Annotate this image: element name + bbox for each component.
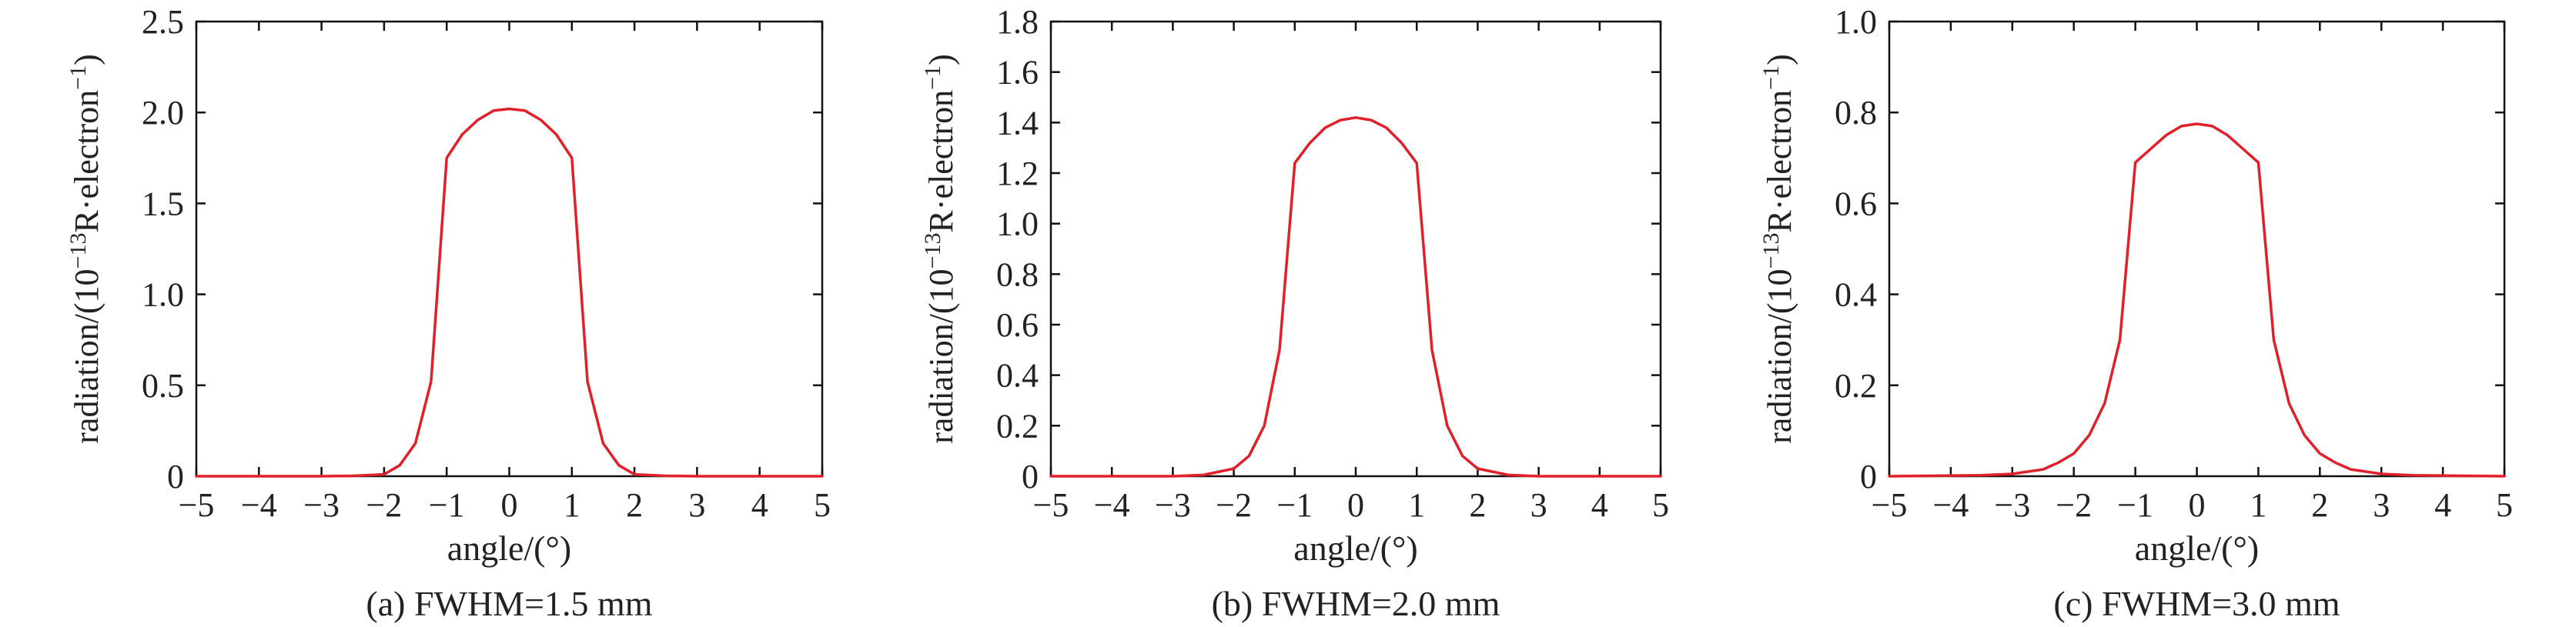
x-tick-label: 1 — [1408, 486, 1425, 524]
y-tick-label: 0.8 — [1835, 94, 1877, 132]
y-tick-label: 1.0 — [1835, 3, 1877, 41]
x-tick-label: 0 — [2189, 486, 2206, 524]
y-axis-label-part: −1 — [920, 65, 945, 90]
x-tick-label: −3 — [1155, 486, 1191, 524]
x-tick-label: 3 — [688, 486, 705, 524]
y-tick-label: 0.4 — [1835, 276, 1877, 314]
chart-panel-c: −5 −4 −3 −2 −1 0 1 2 3 4 5 0 0.2 0.4 0.6 0.8 1.0 angle/(°… — [1758, 3, 2513, 623]
y-axis-label-part: radiation/(10 — [922, 268, 960, 443]
y-axis-label: radiation/(10−13R·electron−1) — [1758, 54, 1798, 443]
y-axis-label-part: −13 — [920, 233, 945, 269]
x-tick-label: −2 — [366, 486, 402, 524]
series-line — [195, 107, 824, 478]
y-tick-label: 1.8 — [996, 3, 1039, 41]
plot-frame — [1049, 20, 1662, 478]
x-tick-label: −2 — [1216, 486, 1252, 524]
series-line — [1049, 116, 1662, 478]
y-tick-label: 0.2 — [996, 407, 1039, 445]
y-tick-label: 1.6 — [996, 54, 1039, 92]
x-tick-label: 2 — [626, 486, 643, 524]
x-tick-label: 3 — [2373, 486, 2390, 524]
x-tick-label: 5 — [814, 486, 831, 524]
y-tick-label: 0.2 — [1835, 367, 1877, 405]
x-tick-label: −1 — [2117, 486, 2153, 524]
y-axis-label-part: radiation/(10 — [1761, 268, 1798, 443]
y-tick-label: 1.4 — [996, 104, 1039, 142]
x-tick-label: −4 — [241, 486, 277, 524]
y-tick-label: 0.6 — [996, 306, 1039, 344]
x-tick-label: −5 — [1033, 486, 1069, 524]
y-tick-label: 1.2 — [996, 155, 1039, 192]
x-tick-label: −4 — [1932, 486, 1969, 524]
y-axis-label-part: −13 — [1758, 233, 1784, 269]
x-tick-label: 2 — [2311, 486, 2328, 524]
y-tick-label: 2.5 — [142, 3, 184, 41]
x-tick-label: −1 — [1276, 486, 1313, 524]
panel-caption: (c) FWHM=3.0 mm — [2053, 584, 2340, 623]
x-tick-label: 5 — [1652, 486, 1669, 524]
plot-frame — [195, 20, 824, 478]
y-tick-label: 0 — [1022, 458, 1039, 495]
y-axis-label: radiation/(10−13R·electron−1) — [920, 54, 960, 443]
x-tick-label: 4 — [1591, 486, 1608, 524]
y-axis-label-part: R·electron — [922, 90, 960, 233]
x-tick-label: −1 — [429, 486, 465, 524]
x-tick-label: 4 — [751, 486, 768, 524]
series-line — [1888, 122, 2506, 478]
y-axis-label-part: ) — [68, 54, 105, 65]
x-axis-label: angle/(°) — [447, 529, 571, 568]
y-tick-label: 0 — [167, 458, 184, 495]
panel-caption: (b) FWHM=2.0 mm — [1212, 584, 1500, 623]
x-axis-label: angle/(°) — [1293, 529, 1417, 568]
y-axis-label-part: ) — [922, 54, 960, 65]
y-axis-label-part: radiation/(10 — [68, 268, 105, 443]
x-tick-label: 0 — [501, 486, 518, 524]
x-tick-label: 2 — [1469, 486, 1486, 524]
x-tick-label: 1 — [564, 486, 580, 524]
y-tick-label: 0.5 — [142, 367, 184, 405]
y-axis-label-part: R·electron — [1761, 90, 1798, 233]
chart-panel-a: −5 −4 −3 −2 −1 0 1 2 3 4 5 0 0.5 1.0 1.5 2.0 2.5 angle/(°… — [65, 3, 831, 623]
x-tick-label: 4 — [2434, 486, 2451, 524]
y-tick-label: 0.6 — [1835, 185, 1877, 222]
x-tick-label: 0 — [1347, 486, 1364, 524]
y-tick-label: 1.5 — [142, 185, 184, 222]
x-tick-label: −3 — [303, 486, 340, 524]
x-tick-label: −5 — [1872, 486, 1908, 524]
y-tick-label: 1.0 — [142, 276, 184, 314]
x-tick-label: 1 — [2250, 486, 2267, 524]
chart-panel-b: −5 −4 −3 −2 −1 0 1 2 3 4 5 0 0.2 0.4 0.6 0.8 1.0 1.2 1.4 1.… — [920, 3, 1669, 623]
y-tick-label: 0 — [1860, 458, 1877, 495]
panel-caption: (a) FWHM=1.5 mm — [366, 584, 652, 623]
y-tick-label: 0.4 — [996, 357, 1039, 395]
x-tick-label: −4 — [1094, 486, 1130, 524]
y-axis-label-part: −1 — [1758, 65, 1784, 90]
y-axis-label-part: R·electron — [68, 90, 105, 233]
x-tick-label: 5 — [2496, 486, 2513, 524]
y-tick-label: 1.0 — [996, 205, 1039, 243]
x-axis-label: angle/(°) — [2135, 529, 2259, 568]
y-axis-label: radiation/(10−13R·electron−1) — [65, 54, 105, 443]
x-tick-label: 3 — [1531, 486, 1547, 524]
y-tick-label: 0.8 — [996, 255, 1039, 293]
y-tick-label: 2.0 — [142, 94, 184, 132]
x-tick-label: −3 — [1994, 486, 2030, 524]
x-tick-label: −2 — [2056, 486, 2092, 524]
y-axis-label-part: −1 — [65, 65, 91, 90]
x-tick-label: −5 — [179, 486, 215, 524]
plot-frame — [1888, 20, 2506, 478]
y-axis-label-part: −13 — [65, 233, 91, 269]
y-axis-label-part: ) — [1761, 54, 1798, 65]
